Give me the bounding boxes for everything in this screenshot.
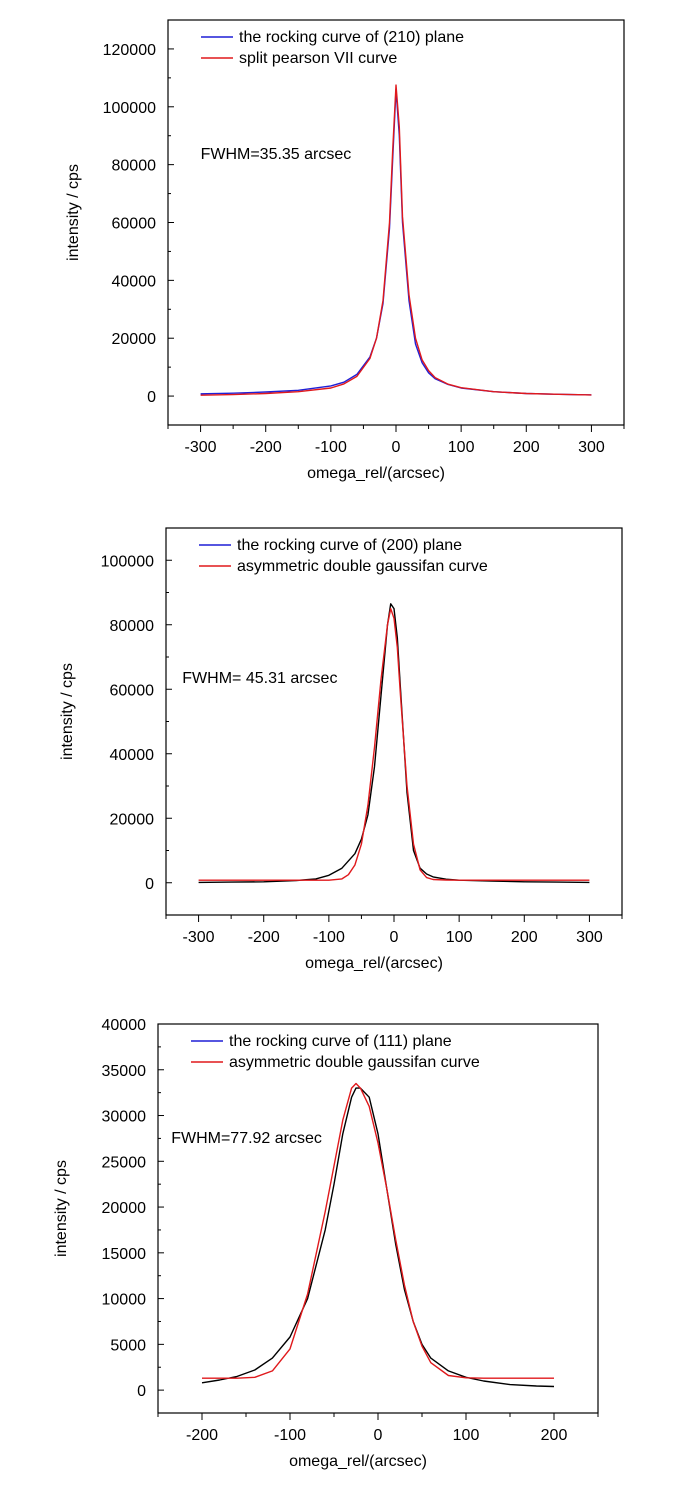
y-tick-label: 40000 bbox=[102, 1017, 147, 1034]
legend-label-2: split pearson VII curve bbox=[239, 50, 397, 67]
y-tick-label: 30000 bbox=[102, 1109, 147, 1126]
plot-frame bbox=[167, 19, 625, 426]
y-tick-label: 20000 bbox=[102, 1200, 147, 1217]
x-axis-title: omega_rel/(arcsec) bbox=[305, 955, 443, 972]
x-tick-label: 300 bbox=[576, 929, 603, 946]
series-line-2 bbox=[200, 84, 592, 396]
plot-frame bbox=[165, 527, 623, 916]
y-tick-label: 5000 bbox=[110, 1337, 146, 1354]
y-tick-label: 15000 bbox=[102, 1246, 147, 1263]
series-line-1 bbox=[198, 603, 590, 884]
x-tick-label: -100 bbox=[274, 1427, 306, 1444]
x-tick-label: 0 bbox=[392, 439, 401, 456]
x-tick-label: 0 bbox=[390, 929, 399, 946]
y-axis-title: intensity / cps bbox=[53, 1160, 70, 1257]
y-tick-label: 80000 bbox=[110, 618, 155, 635]
x-axis-title: omega_rel/(arcsec) bbox=[289, 1453, 427, 1470]
y-tick-label: 0 bbox=[137, 1383, 146, 1400]
y-tick-label: 120000 bbox=[103, 42, 156, 59]
y-tick-label: 20000 bbox=[112, 331, 157, 348]
fwhm-annotation: FWHM=77.92 arcsec bbox=[171, 1130, 322, 1147]
y-tick-label: 10000 bbox=[102, 1292, 147, 1309]
x-tick-label: -200 bbox=[186, 1427, 218, 1444]
y-tick-label: 60000 bbox=[112, 216, 157, 233]
x-tick-label: -100 bbox=[313, 929, 345, 946]
y-tick-label: 35000 bbox=[102, 1063, 147, 1080]
plot-frame bbox=[157, 1023, 599, 1414]
x-tick-label: -300 bbox=[183, 929, 215, 946]
legend-label-2: asymmetric double gaussifan curve bbox=[229, 1054, 480, 1071]
x-tick-label: -300 bbox=[185, 439, 217, 456]
y-tick-label: 100000 bbox=[101, 553, 154, 570]
x-tick-label: 0 bbox=[374, 1427, 383, 1444]
legend-label-1: the rocking curve of (111) plane bbox=[229, 1033, 452, 1050]
x-tick-label: -200 bbox=[250, 439, 282, 456]
y-tick-label: 0 bbox=[145, 876, 154, 893]
y-tick-label: 40000 bbox=[110, 747, 155, 764]
y-tick-label: 60000 bbox=[110, 682, 155, 699]
series-line-2 bbox=[202, 1082, 554, 1379]
series-line-1 bbox=[201, 1087, 555, 1388]
series-line-2 bbox=[198, 607, 590, 881]
x-tick-label: 100 bbox=[453, 1427, 480, 1444]
y-tick-label: 40000 bbox=[112, 273, 157, 290]
y-tick-label: 25000 bbox=[102, 1154, 147, 1171]
x-tick-label: 200 bbox=[511, 929, 538, 946]
series-line-1 bbox=[200, 88, 592, 396]
legend-label-2: asymmetric double gaussifan curve bbox=[237, 558, 488, 575]
y-tick-label: 20000 bbox=[110, 811, 155, 828]
chart-panel-210: 0 20000 40000 60000 80000 100000 120000 -300 -20… bbox=[65, 19, 625, 482]
x-tick-label: 200 bbox=[541, 1427, 568, 1444]
fwhm-annotation: FWHM=35.35 arcsec bbox=[201, 146, 352, 163]
x-tick-label: -100 bbox=[315, 439, 347, 456]
x-tick-label: 200 bbox=[513, 439, 540, 456]
y-tick-label: 80000 bbox=[112, 158, 157, 175]
x-tick-label: 100 bbox=[446, 929, 473, 946]
y-tick-label: 100000 bbox=[103, 100, 156, 117]
x-tick-label: -200 bbox=[248, 929, 280, 946]
x-tick-label: 300 bbox=[578, 439, 605, 456]
legend-label-1: the rocking curve of (200) plane bbox=[237, 537, 462, 554]
y-tick-label: 0 bbox=[147, 389, 156, 406]
fwhm-annotation: FWHM= 45.31 arcsec bbox=[182, 670, 337, 687]
y-axis-title: intensity / cps bbox=[65, 164, 82, 261]
chart-panel-200: 0 20000 40000 60000 80000 100000 -300 -200 -100 0… bbox=[59, 527, 623, 972]
legend-label-1: the rocking curve of (210) plane bbox=[239, 29, 464, 46]
x-axis-title: omega_rel/(arcsec) bbox=[307, 465, 445, 482]
x-tick-label: 100 bbox=[448, 439, 475, 456]
y-axis-title: intensity / cps bbox=[59, 663, 76, 760]
chart-panel-111: 0 5000 10000 15000 20000 25000 30000 35000 40000… bbox=[53, 1017, 599, 1470]
